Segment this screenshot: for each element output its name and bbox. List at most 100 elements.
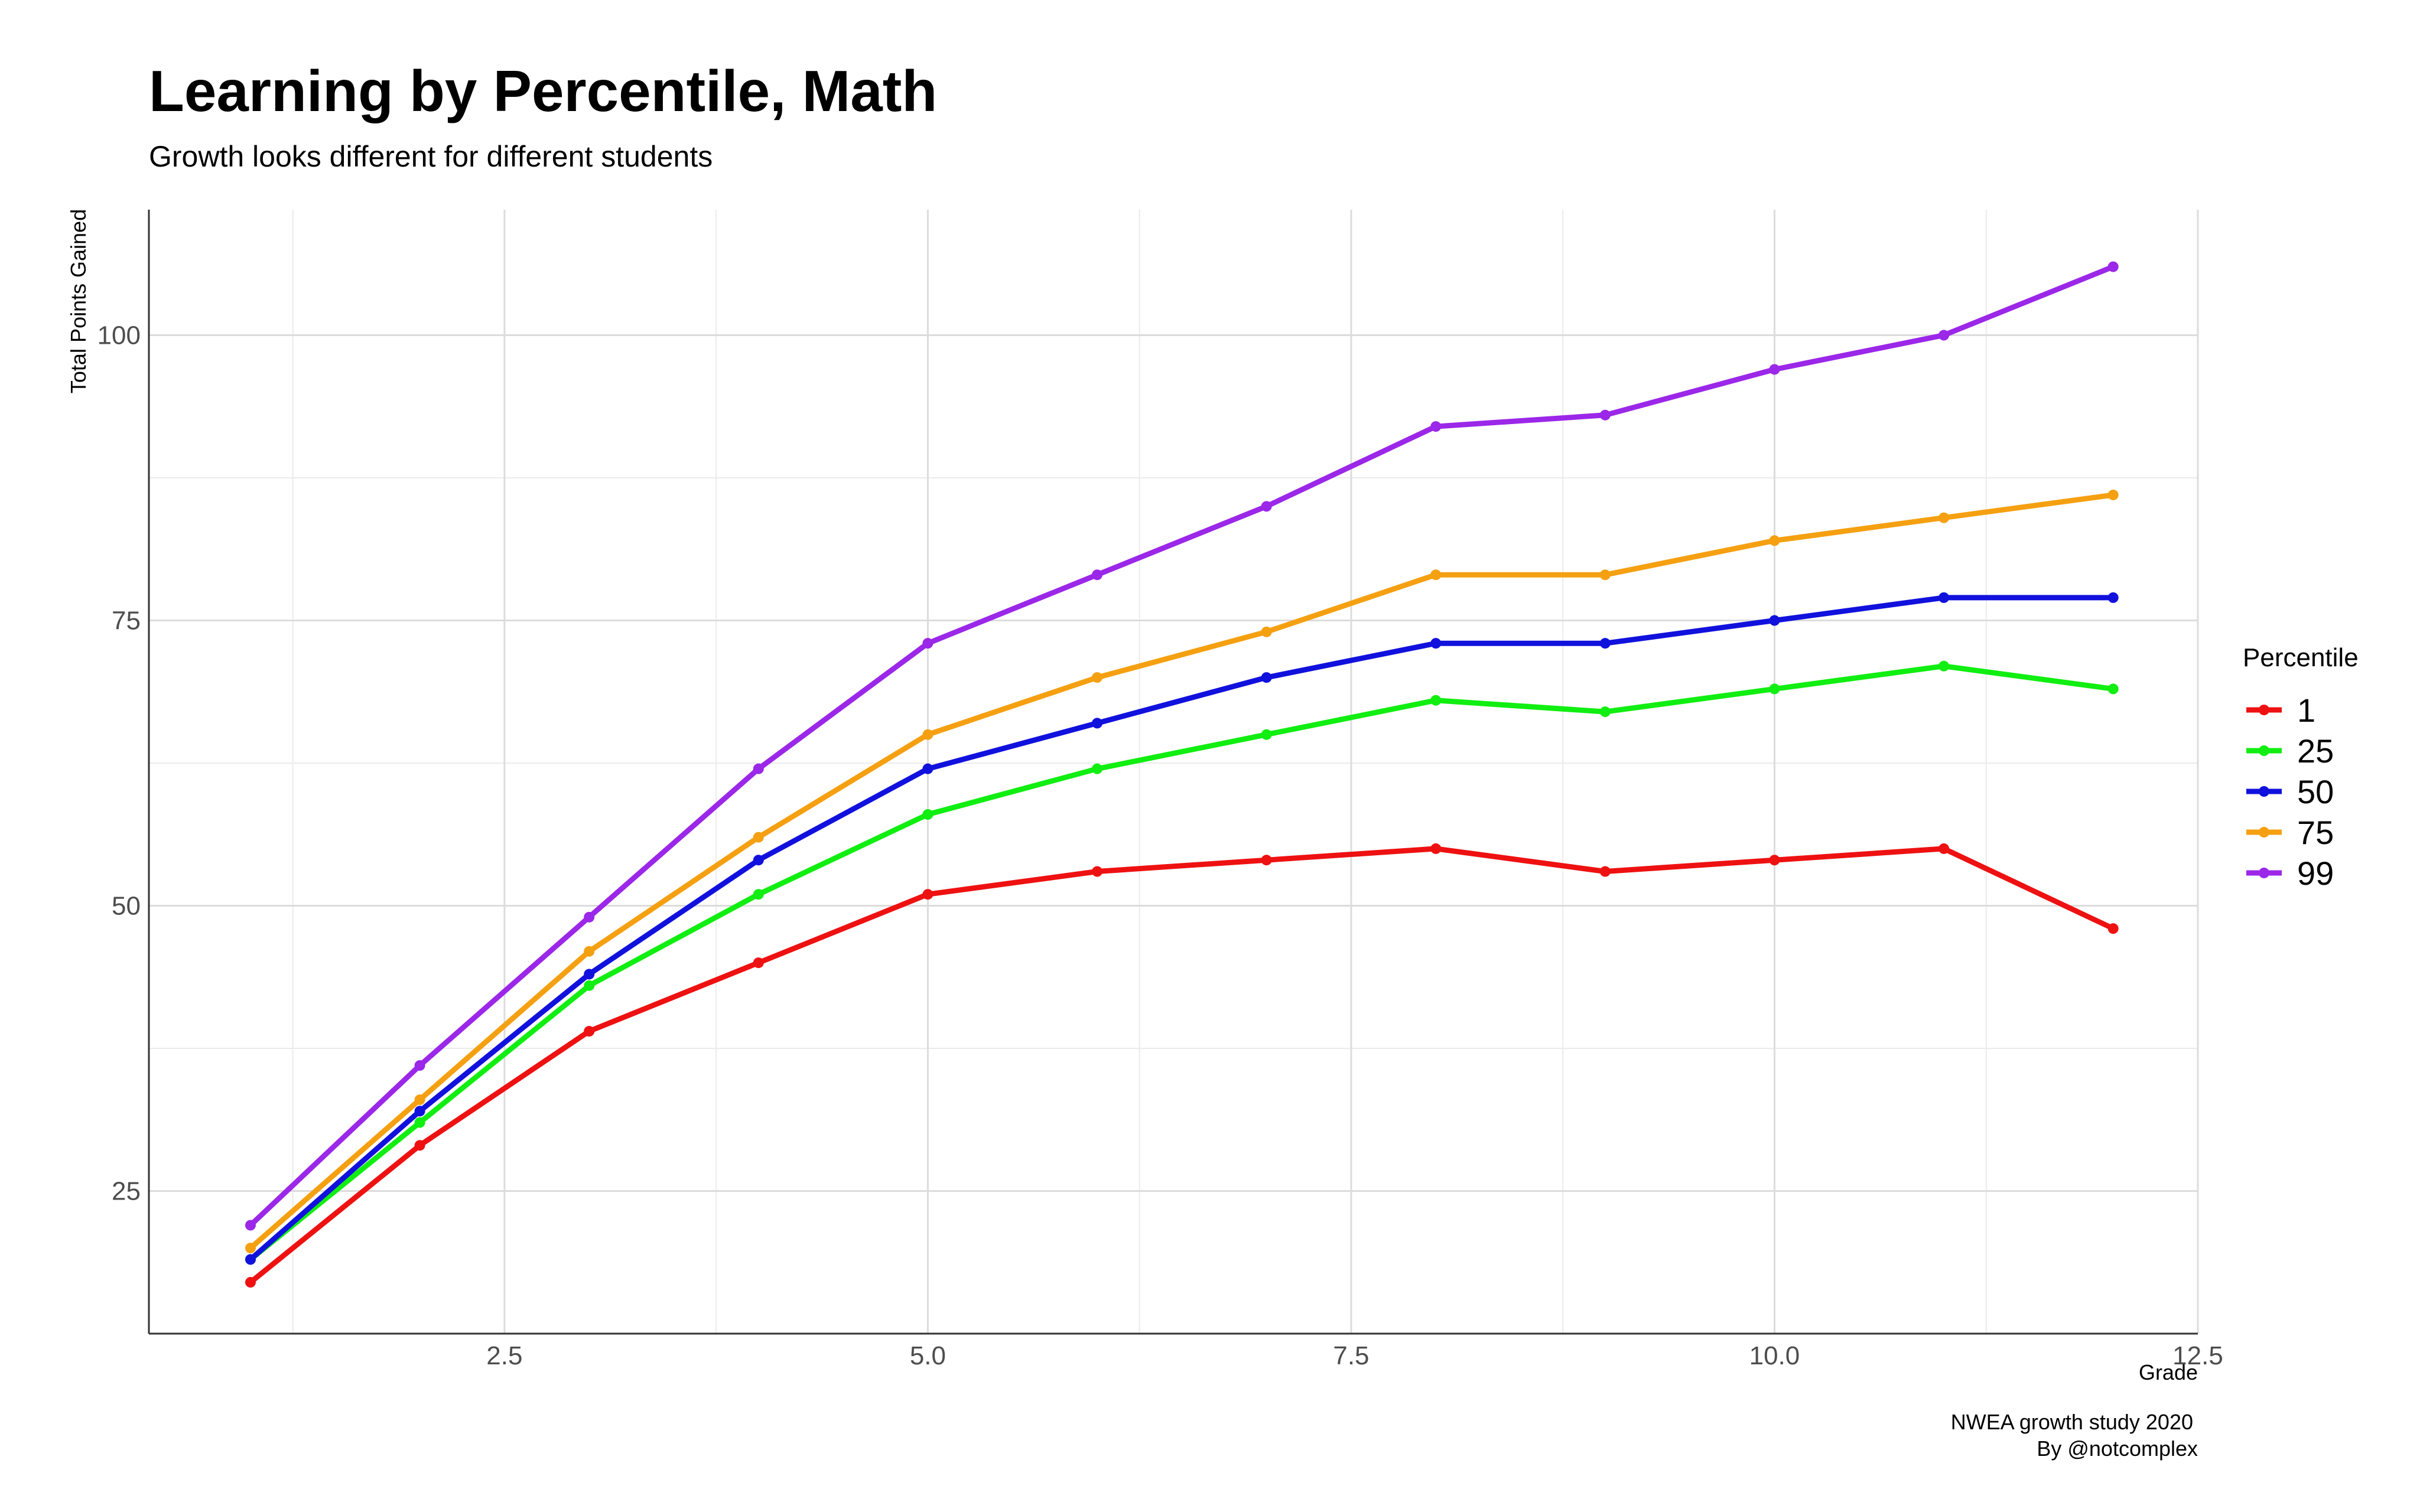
data-point-99	[1092, 569, 1103, 581]
x-tick-label: 12.5	[2172, 1341, 2223, 1370]
data-point-1	[1769, 855, 1780, 866]
data-point-50	[414, 1106, 425, 1117]
data-point-50	[1938, 592, 1950, 603]
series-1	[245, 843, 2119, 1288]
data-point-99	[1938, 330, 1950, 341]
legend-key-point	[2259, 705, 2269, 715]
data-point-99	[1599, 409, 1611, 421]
legend-item-75: 75	[2246, 814, 2334, 851]
data-point-50	[1599, 638, 1611, 649]
chart-title: Learning by Percentile, Math	[149, 58, 937, 123]
caption: NWEA growth study 2020 By @notcomplex	[1951, 1410, 2198, 1461]
legend-title: Percentile	[2243, 643, 2359, 672]
chart-subtitle: Growth looks different for different stu…	[149, 140, 713, 173]
legend-item-1: 1	[2246, 692, 2315, 729]
data-point-50	[245, 1254, 256, 1265]
data-point-99	[584, 911, 595, 923]
series-75	[245, 489, 2119, 1254]
data-point-99	[1769, 364, 1780, 375]
tick-labels: 2.5 5.0 7.5 10.0 12.5 25 50 75 100	[97, 321, 2223, 1370]
data-point-25	[2107, 683, 2119, 695]
data-point-1	[414, 1140, 425, 1151]
data-point-1	[753, 957, 764, 969]
y-tick-label: 100	[97, 321, 141, 350]
data-point-75	[922, 729, 933, 740]
y-tick-label: 50	[112, 892, 141, 921]
data-point-25	[414, 1117, 425, 1128]
data-point-1	[1092, 866, 1103, 877]
grid	[149, 210, 2199, 1334]
legend-item-25: 25	[2246, 732, 2334, 770]
data-point-50	[1092, 718, 1103, 729]
axes	[148, 210, 2198, 1335]
data-point-1	[245, 1277, 256, 1288]
data-point-75	[1092, 672, 1103, 683]
x-tick-label: 5.0	[910, 1341, 946, 1370]
data-point-99	[2107, 261, 2119, 272]
series-50	[245, 592, 2119, 1265]
data-point-99	[1261, 501, 1272, 512]
series-99	[245, 261, 2119, 1231]
data-point-75	[1599, 569, 1611, 581]
series-line-1	[248, 846, 2116, 1285]
data-point-1	[584, 1026, 595, 1037]
data-point-25	[922, 809, 933, 820]
legend-label: 1	[2297, 692, 2315, 729]
legend-key-point	[2259, 868, 2269, 878]
data-point-99	[753, 763, 764, 774]
data-point-50	[922, 763, 933, 774]
data-point-1	[1938, 843, 1950, 854]
data-point-75	[1430, 569, 1442, 581]
data-point-50	[2107, 592, 2119, 603]
series-25	[245, 660, 2119, 1265]
data-point-1	[1430, 843, 1442, 854]
data-point-75	[584, 946, 595, 957]
data-point-25	[753, 889, 764, 900]
caption-line-source: NWEA growth study 2020	[1951, 1410, 2193, 1434]
data-point-50	[1430, 638, 1442, 649]
x-tick-label: 10.0	[1749, 1341, 1800, 1370]
data-point-75	[1938, 512, 1950, 523]
data-point-50	[1261, 672, 1272, 683]
caption-line-author: By @notcomplex	[2037, 1436, 2198, 1461]
data-point-25	[1938, 660, 1950, 672]
data-point-50	[1769, 615, 1780, 626]
data-point-75	[1261, 626, 1272, 637]
legend-label: 75	[2297, 814, 2334, 851]
y-tick-label: 25	[112, 1177, 141, 1206]
legend-label: 25	[2297, 732, 2334, 770]
data-point-25	[1261, 729, 1272, 740]
legend-key-point	[2259, 827, 2269, 838]
data-point-75	[414, 1094, 425, 1105]
data-point-75	[1769, 535, 1780, 546]
x-axis-title: Grade	[2139, 1360, 2198, 1384]
data-point-99	[414, 1060, 425, 1071]
series-line-75	[248, 492, 2116, 1251]
data-point-1	[1599, 866, 1611, 877]
series-line-99	[248, 264, 2116, 1228]
data-point-75	[753, 832, 764, 843]
legend-item-50: 50	[2246, 773, 2334, 810]
data-point-25	[1769, 683, 1780, 695]
legend-label: 99	[2297, 855, 2334, 892]
series-lines	[245, 261, 2119, 1288]
x-tick-label: 2.5	[486, 1341, 522, 1370]
series-line-50	[248, 595, 2116, 1262]
y-axis-title: Total Points Gained	[66, 209, 90, 393]
data-point-1	[922, 889, 933, 900]
data-point-99	[245, 1220, 256, 1231]
data-point-50	[753, 855, 764, 866]
legend-item-99: 99	[2246, 855, 2334, 892]
data-point-75	[245, 1243, 256, 1254]
data-point-50	[584, 969, 595, 980]
data-point-99	[1430, 421, 1442, 432]
series-line-25	[248, 663, 2116, 1262]
legend-label: 50	[2297, 773, 2334, 810]
data-point-25	[1430, 695, 1442, 706]
data-point-25	[1599, 706, 1611, 718]
data-point-99	[922, 638, 933, 649]
legend-key-point	[2259, 745, 2269, 756]
data-point-25	[1092, 763, 1103, 774]
